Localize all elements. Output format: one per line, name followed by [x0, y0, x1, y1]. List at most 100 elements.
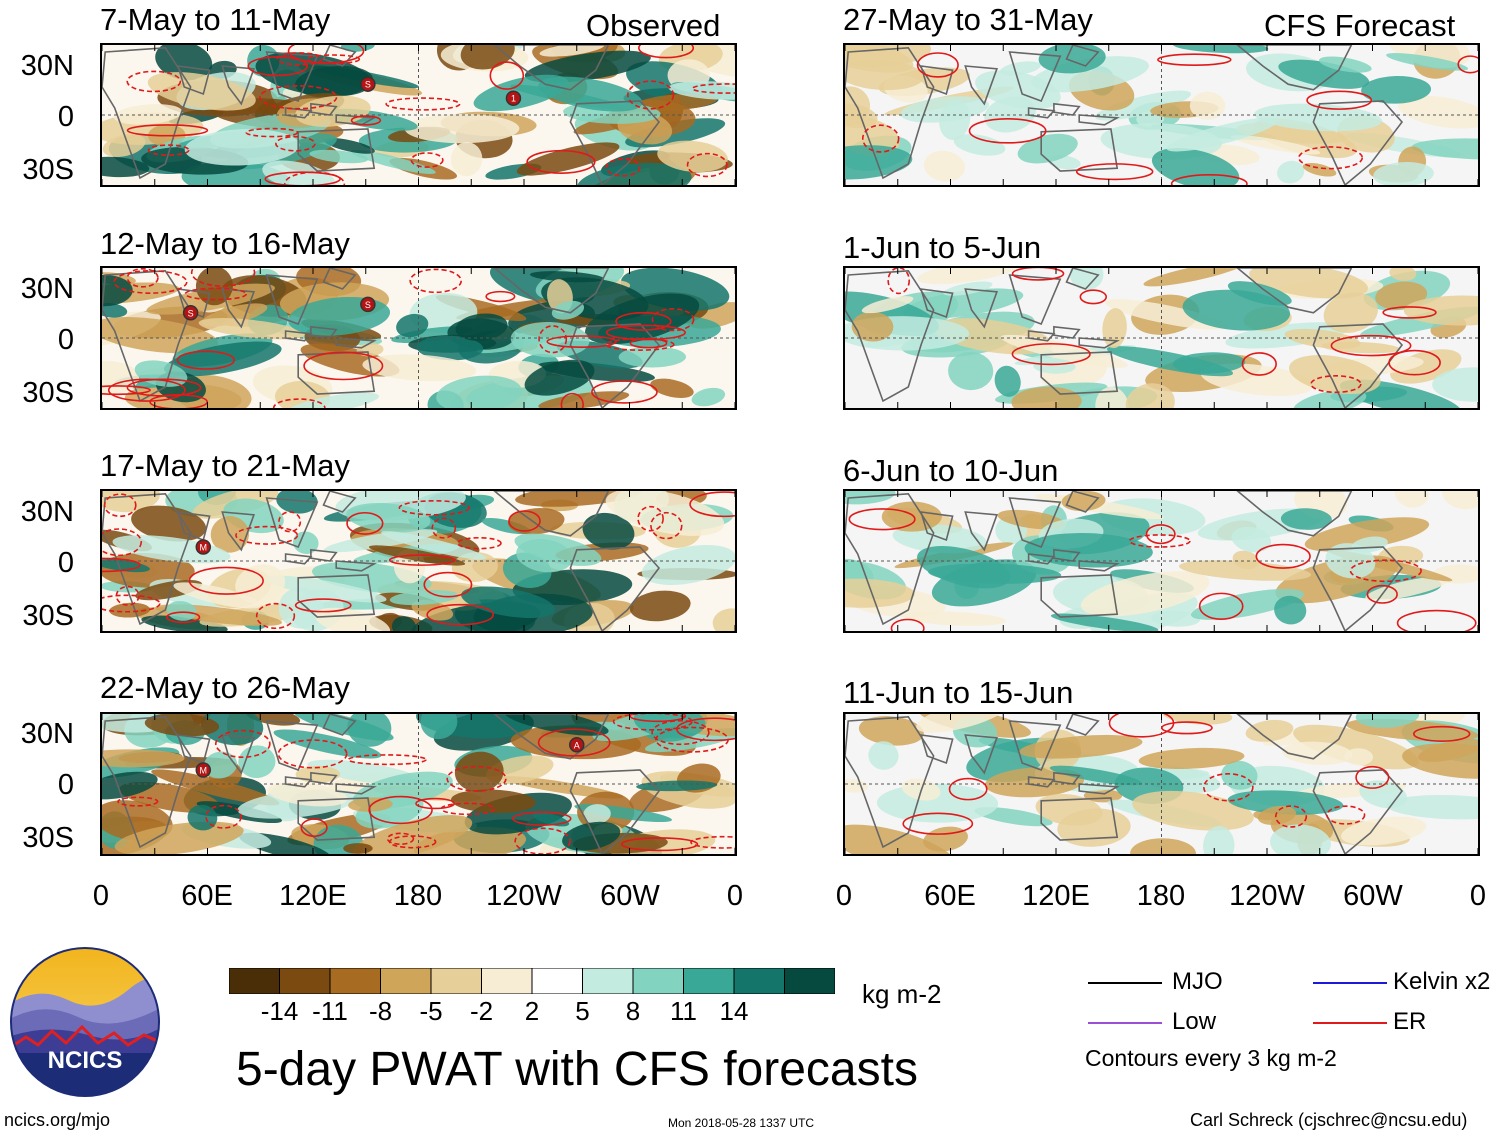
footer-url[interactable]: ncics.org/mjo: [4, 1110, 111, 1130]
lon-label: 120W: [1229, 880, 1305, 912]
er-contour: [1274, 805, 1308, 828]
er-contour: [126, 70, 182, 93]
er-contour: [147, 144, 190, 156]
moist-anomaly: [562, 821, 621, 851]
dry-anomaly: [1441, 491, 1478, 510]
coastline: [569, 546, 661, 631]
dry-anomaly: [454, 751, 504, 792]
lat-label: 30S: [22, 822, 74, 854]
dry-anomaly: [144, 714, 220, 737]
er-contour: [1170, 174, 1248, 185]
colorbar-segment: [229, 968, 280, 994]
dry-anomaly: [1102, 308, 1127, 349]
storm-marker-symbol: M: [200, 766, 208, 776]
moist-anomaly: [293, 714, 394, 741]
coastline: [335, 783, 377, 795]
dry-anomaly: [1389, 268, 1417, 281]
coastline: [284, 553, 313, 565]
moist-anomaly: [1278, 59, 1370, 89]
dry-anomaly: [1282, 741, 1353, 765]
er-contour: [690, 835, 735, 849]
er-contour: [1011, 268, 1065, 281]
er-contour: [303, 351, 384, 381]
er-contour: [278, 511, 302, 533]
er-contour: [861, 124, 900, 153]
dry-anomaly: [1095, 386, 1129, 408]
er-contour: [188, 566, 264, 595]
lon-label: 0: [1469, 880, 1487, 912]
er-contour: [346, 511, 384, 535]
storm-marker-symbol: S: [365, 80, 371, 90]
moist-anomaly: [524, 50, 651, 83]
coastline: [1053, 548, 1081, 562]
panel-title: 22-May to 26-May: [100, 670, 350, 705]
moist-anomaly: [1106, 346, 1234, 377]
moist-anomaly: [1203, 825, 1235, 854]
moist-anomaly: [324, 138, 375, 154]
coastline: [322, 45, 357, 67]
storm-marker-symbol: 1: [511, 94, 516, 104]
er-contour: [1241, 352, 1277, 376]
footer-timestamp: Mon 2018-05-28 1337 UTC: [668, 1116, 815, 1130]
er-contour: [214, 729, 271, 758]
lat-label: 30N: [20, 718, 74, 750]
moist-anomaly: [868, 741, 899, 770]
coastline: [335, 560, 377, 572]
er-contour: [415, 797, 456, 810]
lon-label: 0: [726, 880, 744, 912]
er-contour: [283, 171, 346, 185]
dry-anomaly: [1230, 135, 1321, 155]
moist-anomaly: [416, 335, 484, 361]
coastline: [265, 51, 319, 103]
er-contour: [1396, 609, 1477, 631]
coastline: [1236, 268, 1353, 314]
dry-anomaly: [235, 564, 286, 604]
dry-anomaly: [1403, 295, 1478, 326]
coastline: [493, 45, 610, 91]
er-contour: [1161, 721, 1213, 735]
moist-anomaly: [1069, 268, 1104, 291]
er-contour: [126, 124, 209, 137]
moist-anomaly: [1221, 760, 1258, 790]
colorbar-tick: -11: [312, 996, 348, 1026]
dry-anomaly: [845, 578, 915, 608]
er-contour: [514, 827, 571, 854]
coastline: [1027, 776, 1056, 788]
moist-anomaly: [1386, 53, 1469, 71]
lat-label: 0: [57, 101, 74, 133]
lat-label: 30N: [20, 50, 74, 82]
coastline: [1065, 268, 1100, 290]
coastline: [1008, 51, 1062, 103]
colorbar-segment: [683, 968, 735, 994]
er-contour: [485, 290, 516, 303]
dry-anomaly: [1365, 576, 1450, 601]
storm-marker: S: [182, 305, 199, 321]
moist-anomaly: [203, 751, 238, 779]
moist-anomaly: [1151, 610, 1201, 627]
coastline: [1312, 769, 1404, 854]
dry-anomaly: [1257, 805, 1297, 825]
coastline: [1078, 560, 1120, 572]
storm-marker: S: [360, 296, 376, 313]
colorbar-tick: -5: [419, 996, 443, 1026]
lon-label: 60W: [600, 880, 660, 912]
colorbar-tick: 5: [575, 996, 590, 1026]
coastline: [964, 511, 999, 552]
coastline: [284, 776, 313, 788]
coastline: [221, 65, 256, 106]
storm-marker-circle: [569, 737, 585, 753]
colorbar-segment: [329, 968, 381, 994]
er-contour: [423, 571, 473, 598]
coastline: [1312, 100, 1404, 185]
moist-anomaly: [1274, 595, 1307, 625]
storm-marker: S: [360, 76, 376, 92]
er-contour: [426, 603, 494, 626]
moist-anomaly: [184, 129, 300, 166]
moist-anomaly: [928, 563, 1062, 584]
moist-anomaly: [953, 134, 1006, 156]
colorbar-units: kg m-2: [862, 979, 942, 1009]
panel-title: 17-May to 21-May: [100, 448, 350, 483]
map-field: S1: [102, 45, 735, 185]
coastline: [1053, 771, 1081, 785]
coastline: [176, 65, 211, 96]
